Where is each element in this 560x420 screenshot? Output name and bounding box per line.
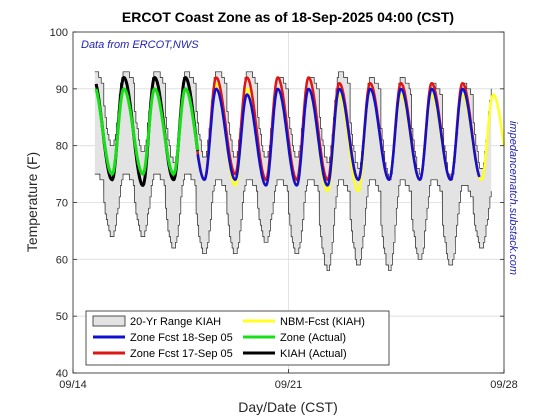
legend-label: KIAH (Actual) [280, 348, 347, 360]
y-tick-label: 60 [56, 254, 68, 266]
y-tick-label: 100 [50, 27, 68, 39]
range-band-lower-edge [94, 173, 492, 272]
source-annotation: Data from ERCOT,NWS [81, 39, 199, 51]
axis-ticks: 40 50 60 70 80 90 100 09/14 09/21 09/28 [50, 27, 518, 391]
chart-title: ERCOT Coast Zone as of 18-Sep-2025 04:00… [122, 9, 454, 25]
legend-box [85, 310, 390, 366]
x-tick-label: 09/21 [275, 379, 303, 391]
series-line-zone-actual [94, 87, 200, 176]
y-tick-label: 40 [56, 368, 68, 380]
series-line-zone-fcst-18 [196, 87, 481, 187]
y-tick-label: 50 [56, 311, 68, 323]
series-lines [94, 76, 506, 193]
legend-label: Zone (Actual) [280, 332, 346, 344]
x-tick-label: 09/14 [59, 379, 87, 391]
y-tick-label: 90 [56, 84, 68, 96]
legend-label: Zone Fcst 18-Sep 05 [130, 332, 233, 344]
legend-swatch-range [92, 315, 126, 327]
legend-label: 20-Yr Range KIAH [130, 316, 221, 328]
x-axis-title: Day/Date (CST) [238, 399, 338, 415]
legend: 20-Yr Range KIAH NBM-Fcst (KIAH) Zone Fcst… [85, 310, 390, 366]
legend-items: 20-Yr Range KIAH NBM-Fcst (KIAH) Zone Fcst… [92, 315, 365, 360]
y-tick-label: 80 [56, 141, 68, 153]
side-annotation: impedancematch.substack.com [507, 121, 519, 275]
x-tick-label: 09/28 [490, 379, 518, 391]
legend-label: Zone Fcst 17-Sep 05 [130, 348, 233, 360]
legend-label: NBM-Fcst (KIAH) [280, 316, 365, 328]
y-axis-title: Temperature (F) [24, 152, 40, 252]
y-tick-label: 70 [56, 198, 68, 210]
